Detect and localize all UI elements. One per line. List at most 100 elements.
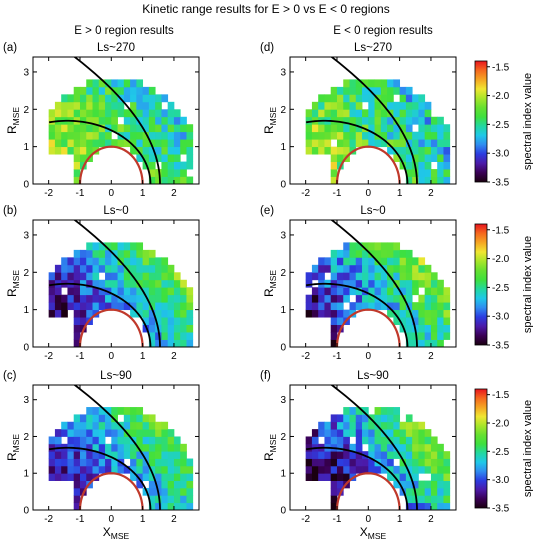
heatmap-cell <box>167 502 175 510</box>
heatmap-cell <box>380 94 388 103</box>
heatmap-cell <box>362 242 369 251</box>
heatmap-cell <box>61 429 68 437</box>
colorbar-label: spectral index value <box>522 236 533 333</box>
heatmap-cell <box>148 146 156 155</box>
heatmap-cell <box>405 257 413 266</box>
heatmap-cell <box>173 487 181 496</box>
heatmap-cell <box>305 309 313 318</box>
heatmap-cell <box>167 458 175 467</box>
heatmap-cell <box>111 139 118 148</box>
heatmap-cell <box>136 473 144 481</box>
heatmap-cell <box>399 279 407 288</box>
heatmap-cell <box>117 264 125 273</box>
heatmap-cell <box>318 146 325 155</box>
heatmap-cell <box>73 451 81 459</box>
y-axis-label: RMSE <box>262 107 278 134</box>
heatmap-cell <box>148 139 156 148</box>
heatmap-cell <box>155 339 162 347</box>
heatmap-cell <box>336 287 344 296</box>
heatmap-cell <box>167 294 175 303</box>
heatmap-cell <box>148 309 156 318</box>
heatmap-cell <box>412 502 419 510</box>
heatmap-cell <box>305 272 313 281</box>
heatmap-cell <box>98 249 106 258</box>
heatmap-cell <box>437 451 444 459</box>
heatmap-cells <box>48 242 194 347</box>
heatmap-cell <box>437 154 444 162</box>
colorbar-tick-label: -1.5 <box>492 390 510 401</box>
heatmap-cell <box>73 458 81 467</box>
heatmap-cell <box>73 86 81 95</box>
heatmap-cell <box>393 79 401 88</box>
heatmap-cell <box>424 146 432 155</box>
heatmap-cell <box>167 324 175 333</box>
heatmap-cell <box>105 257 112 266</box>
y-tick-label: 1 <box>280 142 286 153</box>
heatmap-cell <box>318 94 325 103</box>
heatmap-cell <box>86 109 93 118</box>
axes-frame <box>32 56 200 185</box>
heatmap-cell <box>79 109 87 118</box>
heatmap-cell <box>418 176 426 184</box>
heatmap-cell <box>418 487 426 496</box>
heatmap-cell <box>142 272 150 281</box>
heatmap-cell <box>393 287 401 296</box>
heatmap-cell <box>336 465 344 474</box>
heatmap-cell <box>387 139 394 148</box>
heatmap-cell <box>418 339 426 347</box>
heatmap-cell <box>343 436 350 445</box>
heatmap-cell <box>418 421 426 430</box>
colorbar <box>474 223 488 346</box>
heatmap-cell <box>48 465 56 474</box>
heatmap-cell <box>393 309 401 318</box>
panel-title: Ls~90 <box>357 370 389 382</box>
heatmap-cell <box>186 287 194 296</box>
heatmap-cell <box>318 309 325 318</box>
heatmap-cell <box>123 287 131 296</box>
heatmap-cell <box>374 139 382 148</box>
heatmap-cell <box>437 480 444 489</box>
heatmap-cell <box>399 287 407 296</box>
heatmap-cell <box>142 421 150 430</box>
heatmap-cell <box>86 309 93 318</box>
panel-title: Ls~270 <box>97 42 135 54</box>
heatmap-cell <box>111 294 118 303</box>
heatmap-cell <box>424 302 432 311</box>
heatmap-cell <box>374 264 382 273</box>
heatmap-cell <box>130 429 137 437</box>
heatmap-cell <box>161 480 169 489</box>
heatmap-cell <box>318 124 325 133</box>
heatmap-cell <box>305 294 313 303</box>
heatmap-cell <box>167 139 175 148</box>
heatmap-cell <box>405 324 413 333</box>
heatmap-cell <box>424 131 432 140</box>
heatmap-cell <box>324 264 332 273</box>
heatmap-cell <box>393 101 401 110</box>
heatmap-cell <box>98 458 106 467</box>
heatmap-cell <box>130 242 137 251</box>
heatmap-cell <box>54 272 62 281</box>
heatmap-cell <box>330 302 338 311</box>
heatmap-cell <box>161 495 169 504</box>
heatmap-cell <box>343 309 350 318</box>
heatmap-cell <box>161 451 169 459</box>
heatmap-cell <box>374 302 382 311</box>
heatmap-cell <box>136 101 144 110</box>
heatmap-cell <box>61 101 68 110</box>
heatmap-cell <box>148 131 156 140</box>
heatmap-cell <box>380 443 388 452</box>
heatmap-cell <box>173 443 181 452</box>
y-tick-label: 3 <box>280 230 286 241</box>
heatmap-cell <box>412 154 419 162</box>
heatmap-cell <box>380 131 388 140</box>
heatmap-cell <box>355 272 363 281</box>
heatmap-cell <box>324 309 332 318</box>
heatmap-cell <box>355 451 363 459</box>
heatmap-cell <box>336 458 344 467</box>
heatmap-cell <box>424 264 432 273</box>
heatmap-cell <box>130 414 137 423</box>
heatmap-cell <box>424 502 432 510</box>
heatmap-cell <box>161 257 169 266</box>
heatmap-cell <box>393 139 401 148</box>
column-header-right: E < 0 region results <box>333 25 433 37</box>
